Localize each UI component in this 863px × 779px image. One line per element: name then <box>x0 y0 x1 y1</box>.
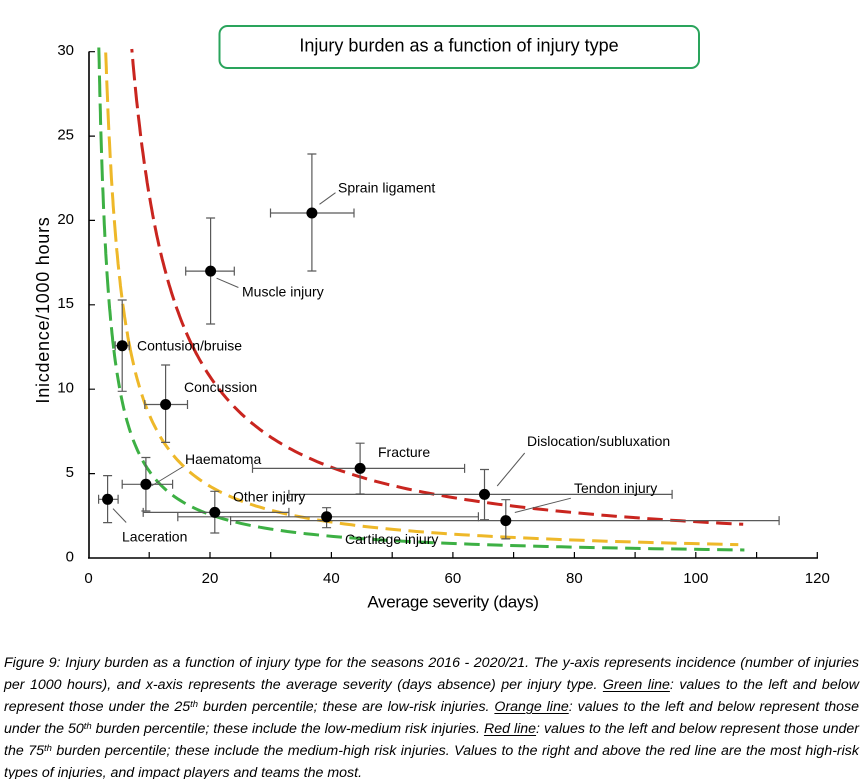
svg-text:15: 15 <box>57 295 74 312</box>
svg-text:Contusion/bruise: Contusion/bruise <box>137 338 242 354</box>
svg-text:Haematoma: Haematoma <box>185 451 261 467</box>
svg-text:20: 20 <box>57 211 74 228</box>
svg-text:25: 25 <box>57 127 74 144</box>
svg-text:Muscle injury: Muscle injury <box>242 284 324 300</box>
svg-text:Sprain ligament: Sprain ligament <box>338 180 435 196</box>
svg-text:0: 0 <box>66 548 74 565</box>
svg-text:Laceration: Laceration <box>122 529 187 545</box>
svg-text:0: 0 <box>84 570 92 587</box>
svg-text:5: 5 <box>66 464 74 481</box>
svg-text:100: 100 <box>683 570 708 587</box>
svg-text:Other injury: Other injury <box>233 488 305 504</box>
svg-text:Tendon injury: Tendon injury <box>574 480 657 496</box>
svg-text:60: 60 <box>445 570 462 587</box>
svg-text:30: 30 <box>57 42 74 59</box>
svg-text:Cartilage injury: Cartilage injury <box>345 531 438 547</box>
svg-text:Injury burden as a function of: Injury burden as a function of injury ty… <box>299 36 618 56</box>
svg-text:Dislocation/subluxation: Dislocation/subluxation <box>527 433 670 449</box>
svg-text:120: 120 <box>805 570 830 587</box>
svg-text:20: 20 <box>202 570 219 587</box>
svg-text:Fracture: Fracture <box>378 444 430 460</box>
svg-text:40: 40 <box>323 570 340 587</box>
svg-text:Average severity (days): Average severity (days) <box>367 593 538 612</box>
svg-text:Inicdence/1000 hours: Inicdence/1000 hours <box>33 216 53 403</box>
svg-text:Concussion: Concussion <box>184 379 257 395</box>
svg-text:10: 10 <box>57 380 74 397</box>
svg-text:80: 80 <box>566 570 583 587</box>
